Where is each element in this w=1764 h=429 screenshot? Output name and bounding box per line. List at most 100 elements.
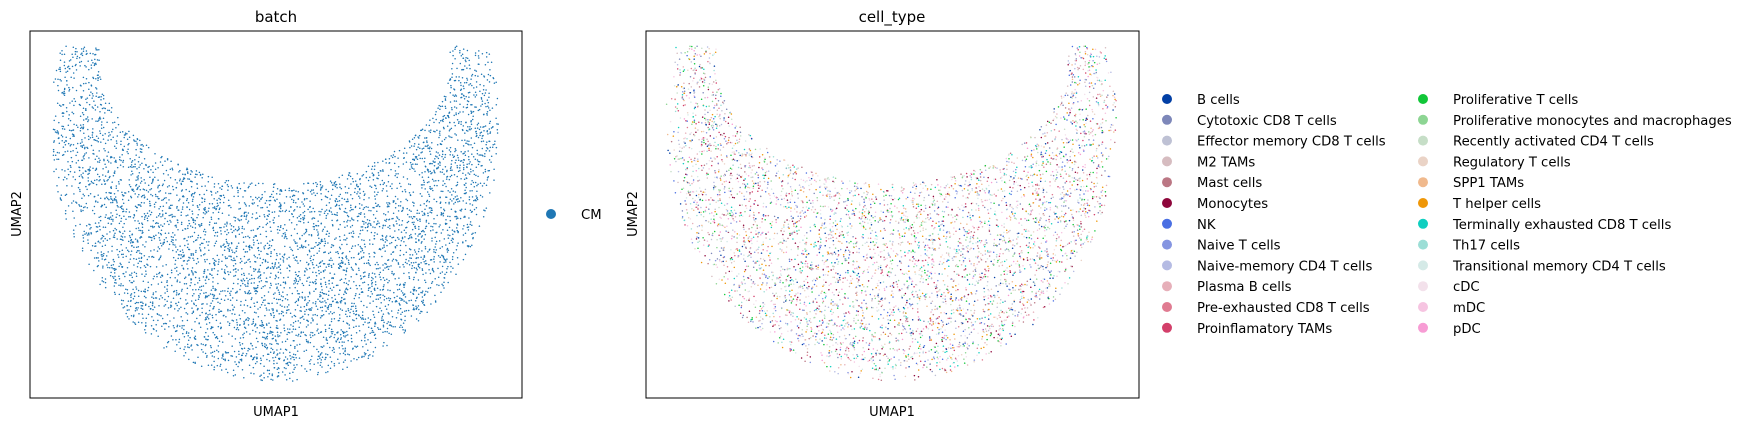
scatter-point [221, 341, 224, 343]
scatter-point [352, 347, 354, 350]
scatter-point [83, 230, 85, 233]
scatter-point [400, 299, 402, 302]
scatter-point [98, 225, 101, 227]
scatter-point [126, 288, 129, 291]
scatter-point [242, 334, 244, 336]
scatter-point [96, 92, 98, 94]
scatter-point [429, 170, 432, 173]
scatter-point [209, 305, 211, 307]
scatter-point [326, 230, 329, 232]
scatter-point [81, 54, 84, 57]
scatter-point [402, 322, 405, 324]
scatter-point [334, 200, 336, 202]
scatter-point [153, 249, 155, 251]
scatter-point [451, 108, 453, 111]
scatter-point [259, 233, 262, 236]
scatter-point [448, 201, 450, 204]
scatter-point [139, 189, 142, 191]
scatter-point [477, 63, 480, 65]
scatter-point [241, 215, 243, 217]
scatter-point [428, 147, 431, 150]
scatter-point [393, 296, 396, 299]
scatter-point [477, 183, 479, 186]
scatter-point [232, 375, 235, 377]
scatter-point [450, 265, 452, 268]
scatter-point [86, 188, 88, 191]
scatter-point [200, 222, 203, 225]
scatter-point [252, 357, 255, 359]
scatter-point [169, 192, 172, 195]
scatter-point [211, 351, 214, 353]
scatter-point [59, 78, 61, 81]
scatter-point [355, 184, 358, 187]
scatter-point [471, 111, 473, 113]
scatter-point [233, 306, 236, 308]
scatter-point [339, 333, 342, 336]
scatter-point [252, 322, 254, 324]
scatter-point [214, 289, 216, 292]
scatter-point [405, 309, 408, 312]
scatter-point [367, 289, 370, 291]
scatter-point [144, 304, 147, 307]
scatter-point [368, 256, 371, 258]
scatter-point [353, 358, 355, 360]
scatter-point [85, 232, 88, 234]
scatter-point [73, 98, 75, 100]
scatter-point [108, 109, 111, 112]
scatter-point [467, 150, 469, 152]
scatter-point [88, 88, 90, 91]
scatter-point [487, 101, 490, 104]
scatter-point [485, 105, 487, 108]
scatter-point [92, 107, 95, 109]
scatter-point [166, 300, 168, 302]
scatter-point [467, 156, 470, 158]
scatter-point [110, 138, 112, 141]
scatter-point [263, 272, 265, 274]
scatter-point [102, 167, 104, 170]
scatter-point [92, 152, 94, 155]
scatter-point [416, 209, 419, 212]
scatter-point [400, 201, 402, 203]
scatter-point [225, 316, 227, 318]
scatter-point [91, 97, 93, 99]
scatter-point [163, 179, 166, 182]
scatter-point [130, 274, 132, 276]
scatter-point [140, 148, 143, 151]
scatter-point [112, 136, 114, 139]
scatter-point [442, 184, 444, 186]
scatter-point [101, 253, 103, 256]
scatter-point [331, 213, 333, 215]
scatter-point [428, 130, 430, 132]
scatter-point [277, 357, 280, 360]
scatter-point [337, 331, 339, 333]
scatter-point [277, 283, 280, 285]
scatter-point [496, 97, 499, 100]
scatter-point [433, 261, 435, 263]
scatter-point [319, 261, 322, 264]
scatter-point [163, 347, 165, 349]
scatter-point [120, 220, 122, 222]
scatter-point [78, 205, 81, 207]
scatter-point [175, 226, 178, 228]
scatter-point [357, 215, 360, 218]
scatter-point [108, 266, 111, 269]
scatter-point [180, 211, 183, 213]
scatter-point [284, 210, 287, 213]
scatter-point [157, 319, 159, 322]
scatter-point [307, 182, 309, 184]
scatter-point [279, 210, 282, 213]
scatter-point [253, 311, 256, 313]
scatter-point [247, 285, 249, 287]
scatter-point [171, 167, 173, 170]
scatter-point [458, 200, 461, 202]
scatter-point [60, 80, 62, 82]
scatter-point [320, 240, 323, 243]
scatter-point [235, 363, 238, 366]
scatter-point [374, 195, 376, 197]
scatter-point [309, 206, 311, 208]
scatter-point [157, 179, 159, 181]
scatter-point [294, 240, 296, 243]
scatter-point [370, 283, 373, 285]
scatter-point [294, 301, 297, 304]
scatter-point [67, 142, 70, 145]
